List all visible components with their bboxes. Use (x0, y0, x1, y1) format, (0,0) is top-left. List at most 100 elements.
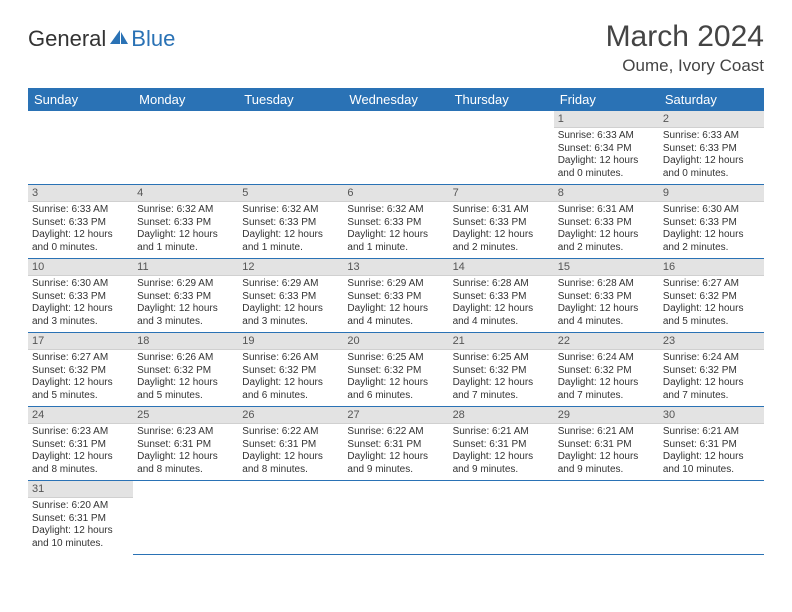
day-number: 6 (343, 185, 448, 202)
day-number: 22 (554, 333, 659, 350)
sunset-text: Sunset: 6:31 PM (242, 439, 339, 452)
sunset-text: Sunset: 6:33 PM (453, 291, 550, 304)
calendar-cell: 28Sunrise: 6:21 AMSunset: 6:31 PMDayligh… (449, 407, 554, 481)
sunset-text: Sunset: 6:33 PM (558, 291, 655, 304)
sunset-text: Sunset: 6:33 PM (242, 217, 339, 230)
sunset-text: Sunset: 6:31 PM (453, 439, 550, 452)
day-body: Sunrise: 6:32 AMSunset: 6:33 PMDaylight:… (238, 202, 343, 258)
sunset-text: Sunset: 6:33 PM (453, 217, 550, 230)
sunrise-text: Sunrise: 6:21 AM (558, 426, 655, 439)
sunrise-text: Sunrise: 6:27 AM (663, 278, 760, 291)
day-body: Sunrise: 6:25 AMSunset: 6:32 PMDaylight:… (449, 350, 554, 406)
calendar-cell (133, 111, 238, 185)
calendar-table: Sunday Monday Tuesday Wednesday Thursday… (28, 88, 764, 555)
calendar-cell: 23Sunrise: 6:24 AMSunset: 6:32 PMDayligh… (659, 333, 764, 407)
calendar-cell: 30Sunrise: 6:21 AMSunset: 6:31 PMDayligh… (659, 407, 764, 481)
daylight-text: Daylight: 12 hours and 4 minutes. (558, 303, 655, 328)
day-number: 23 (659, 333, 764, 350)
sunrise-text: Sunrise: 6:33 AM (663, 130, 760, 143)
day-body: Sunrise: 6:29 AMSunset: 6:33 PMDaylight:… (133, 276, 238, 332)
day-number: 1 (554, 111, 659, 128)
sunset-text: Sunset: 6:32 PM (663, 291, 760, 304)
month-title: March 2024 (606, 20, 764, 54)
day-number: 14 (449, 259, 554, 276)
calendar-cell: 14Sunrise: 6:28 AMSunset: 6:33 PMDayligh… (449, 259, 554, 333)
sunrise-text: Sunrise: 6:28 AM (453, 278, 550, 291)
day-body: Sunrise: 6:32 AMSunset: 6:33 PMDaylight:… (133, 202, 238, 258)
day-number: 5 (238, 185, 343, 202)
sunset-text: Sunset: 6:33 PM (32, 291, 129, 304)
day-body: Sunrise: 6:33 AMSunset: 6:34 PMDaylight:… (554, 128, 659, 184)
calendar-cell (449, 481, 554, 555)
calendar-page: GeneralBlue March 2024 Oume, Ivory Coast… (0, 0, 792, 575)
brand-part2: Blue (131, 26, 175, 52)
day-body: Sunrise: 6:27 AMSunset: 6:32 PMDaylight:… (659, 276, 764, 332)
daylight-text: Daylight: 12 hours and 1 minute. (242, 229, 339, 254)
dayheader-sun: Sunday (28, 88, 133, 111)
sunrise-text: Sunrise: 6:20 AM (32, 500, 129, 513)
calendar-week: 31Sunrise: 6:20 AMSunset: 6:31 PMDayligh… (28, 481, 764, 555)
daylight-text: Daylight: 12 hours and 4 minutes. (347, 303, 444, 328)
sunset-text: Sunset: 6:31 PM (137, 439, 234, 452)
day-number: 10 (28, 259, 133, 276)
sunset-text: Sunset: 6:31 PM (32, 513, 129, 526)
calendar-cell: 16Sunrise: 6:27 AMSunset: 6:32 PMDayligh… (659, 259, 764, 333)
calendar-cell (28, 111, 133, 185)
day-number: 19 (238, 333, 343, 350)
calendar-cell: 10Sunrise: 6:30 AMSunset: 6:33 PMDayligh… (28, 259, 133, 333)
sunset-text: Sunset: 6:32 PM (242, 365, 339, 378)
sunrise-text: Sunrise: 6:24 AM (663, 352, 760, 365)
calendar-cell: 17Sunrise: 6:27 AMSunset: 6:32 PMDayligh… (28, 333, 133, 407)
sunrise-text: Sunrise: 6:29 AM (137, 278, 234, 291)
calendar-cell: 29Sunrise: 6:21 AMSunset: 6:31 PMDayligh… (554, 407, 659, 481)
day-number: 26 (238, 407, 343, 424)
calendar-cell: 1Sunrise: 6:33 AMSunset: 6:34 PMDaylight… (554, 111, 659, 185)
calendar-cell: 4Sunrise: 6:32 AMSunset: 6:33 PMDaylight… (133, 185, 238, 259)
sunset-text: Sunset: 6:33 PM (137, 291, 234, 304)
sunset-text: Sunset: 6:33 PM (663, 143, 760, 156)
day-number: 25 (133, 407, 238, 424)
calendar-head: Sunday Monday Tuesday Wednesday Thursday… (28, 88, 764, 111)
daylight-text: Daylight: 12 hours and 0 minutes. (663, 155, 760, 180)
sunrise-text: Sunrise: 6:32 AM (137, 204, 234, 217)
calendar-cell: 3Sunrise: 6:33 AMSunset: 6:33 PMDaylight… (28, 185, 133, 259)
day-body: Sunrise: 6:22 AMSunset: 6:31 PMDaylight:… (343, 424, 448, 480)
calendar-week: 10Sunrise: 6:30 AMSunset: 6:33 PMDayligh… (28, 259, 764, 333)
day-number: 3 (28, 185, 133, 202)
daylight-text: Daylight: 12 hours and 6 minutes. (242, 377, 339, 402)
day-body: Sunrise: 6:21 AMSunset: 6:31 PMDaylight:… (449, 424, 554, 480)
calendar-cell (133, 481, 238, 555)
calendar-cell: 25Sunrise: 6:23 AMSunset: 6:31 PMDayligh… (133, 407, 238, 481)
sunset-text: Sunset: 6:32 PM (558, 365, 655, 378)
brand-logo: GeneralBlue (28, 26, 175, 52)
calendar-week: 17Sunrise: 6:27 AMSunset: 6:32 PMDayligh… (28, 333, 764, 407)
calendar-cell: 8Sunrise: 6:31 AMSunset: 6:33 PMDaylight… (554, 185, 659, 259)
calendar-cell: 5Sunrise: 6:32 AMSunset: 6:33 PMDaylight… (238, 185, 343, 259)
calendar-cell: 27Sunrise: 6:22 AMSunset: 6:31 PMDayligh… (343, 407, 448, 481)
dayheader-thu: Thursday (449, 88, 554, 111)
daylight-text: Daylight: 12 hours and 8 minutes. (242, 451, 339, 476)
calendar-cell (238, 111, 343, 185)
day-number: 20 (343, 333, 448, 350)
daylight-text: Daylight: 12 hours and 5 minutes. (663, 303, 760, 328)
day-number: 13 (343, 259, 448, 276)
sunrise-text: Sunrise: 6:26 AM (242, 352, 339, 365)
daylight-text: Daylight: 12 hours and 3 minutes. (32, 303, 129, 328)
day-number: 28 (449, 407, 554, 424)
sunset-text: Sunset: 6:33 PM (242, 291, 339, 304)
dayheader-wed: Wednesday (343, 88, 448, 111)
sunrise-text: Sunrise: 6:30 AM (663, 204, 760, 217)
day-body: Sunrise: 6:30 AMSunset: 6:33 PMDaylight:… (659, 202, 764, 258)
sunrise-text: Sunrise: 6:24 AM (558, 352, 655, 365)
dayheader-sat: Saturday (659, 88, 764, 111)
daylight-text: Daylight: 12 hours and 8 minutes. (32, 451, 129, 476)
day-body: Sunrise: 6:20 AMSunset: 6:31 PMDaylight:… (28, 498, 133, 554)
day-body: Sunrise: 6:33 AMSunset: 6:33 PMDaylight:… (28, 202, 133, 258)
day-number: 31 (28, 481, 133, 498)
daylight-text: Daylight: 12 hours and 5 minutes. (32, 377, 129, 402)
calendar-cell: 9Sunrise: 6:30 AMSunset: 6:33 PMDaylight… (659, 185, 764, 259)
day-number: 8 (554, 185, 659, 202)
calendar-week: 24Sunrise: 6:23 AMSunset: 6:31 PMDayligh… (28, 407, 764, 481)
sail-icon (108, 26, 130, 52)
daylight-text: Daylight: 12 hours and 5 minutes. (137, 377, 234, 402)
